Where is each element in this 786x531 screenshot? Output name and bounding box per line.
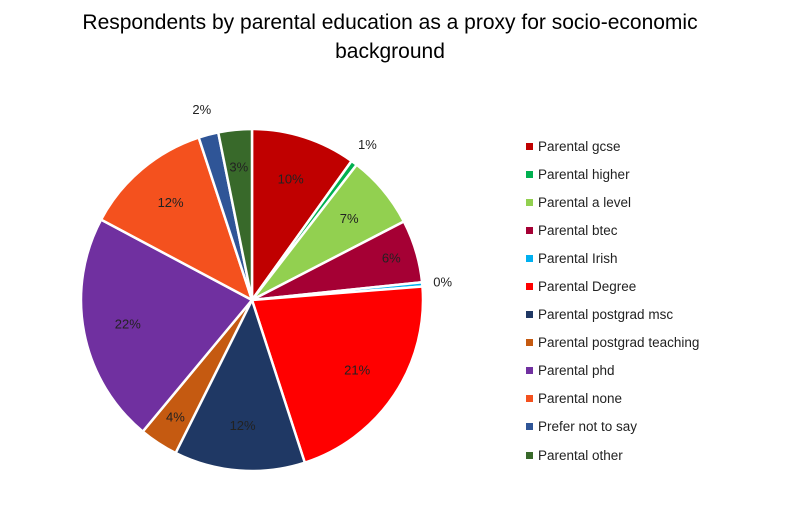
legend-swatch [526,339,533,347]
legend-swatch [526,170,533,178]
pie-labels: 10% 1% 7% 6% 0% 21% 12% 4% 22% 12% 2% 3% [115,102,453,433]
pie-slice-parental-other [216,127,254,302]
pie-data-label: 6% [382,250,401,265]
legend-label: Parental Irish [538,250,618,266]
legend-label: Parental higher [538,166,630,182]
legend-item: Parental btec [526,216,776,244]
legend-item: Parental none [526,385,776,413]
pie-data-label: 0% [433,275,452,290]
legend-swatch [526,226,533,234]
pie-slice-parental-none [99,136,254,302]
pie-data-label: 3% [229,159,248,174]
pie-data-label: 12% [230,418,256,433]
legend-label: Parental gcse [538,138,621,154]
legend-swatch [526,423,533,431]
legend-swatch [526,311,533,319]
legend-swatch [526,254,533,262]
pie-slice-parental-postgrad-msc [174,298,307,473]
pie-data-label: 22% [115,316,141,331]
legend-item: Parental postgrad msc [526,301,776,329]
legend-label: Parental a level [538,194,632,210]
pie-data-label: 21% [344,362,370,377]
legend-swatch [526,451,533,459]
legend-label: Parental Degree [538,279,637,295]
legend-item: Parental phd [526,357,776,385]
legend: Parental gcse Parental higher Parental a l… [526,132,776,469]
legend-item: Parental a level [526,188,776,216]
pie-data-label: 10% [278,172,304,187]
legend-item: Parental Irish [526,244,776,272]
pie-data-label: 12% [158,195,184,210]
pie-slice-parental-degree [250,285,425,464]
pie-data-label: 1% [358,137,377,152]
pie-slice-parental-gcse [250,127,353,302]
legend-label: Parental btec [538,222,618,238]
legend-item: Prefer not to say [526,413,776,441]
chart-title: Respondents by parental education as a p… [60,8,720,66]
legend-label: Prefer not to say [538,419,638,435]
pie-data-label: 4% [166,409,185,424]
pie-data-label: 7% [340,211,359,226]
legend-label: Parental none [538,391,623,407]
legend-label: Parental other [538,447,623,463]
legend-label: Parental postgrad msc [538,307,674,323]
legend-swatch [526,198,533,206]
legend-label: Parental phd [538,363,615,379]
legend-item: Parental higher [526,160,776,188]
legend-swatch [526,142,533,150]
legend-label: Parental postgrad teaching [538,335,700,351]
chart-title-text: Respondents by parental education as a p… [82,11,698,63]
legend-item: Parental gcse [526,132,776,160]
legend-swatch [526,283,533,291]
legend-item: Parental Degree [526,272,776,300]
legend-swatch [526,367,533,375]
pie-slice-parental-phd [79,218,254,433]
legend-item: Parental postgrad teaching [526,329,776,357]
pie-data-label: 2% [192,102,211,117]
pie-slices [79,127,425,473]
legend-swatch [526,395,533,403]
legend-item: Parental other [526,441,776,469]
